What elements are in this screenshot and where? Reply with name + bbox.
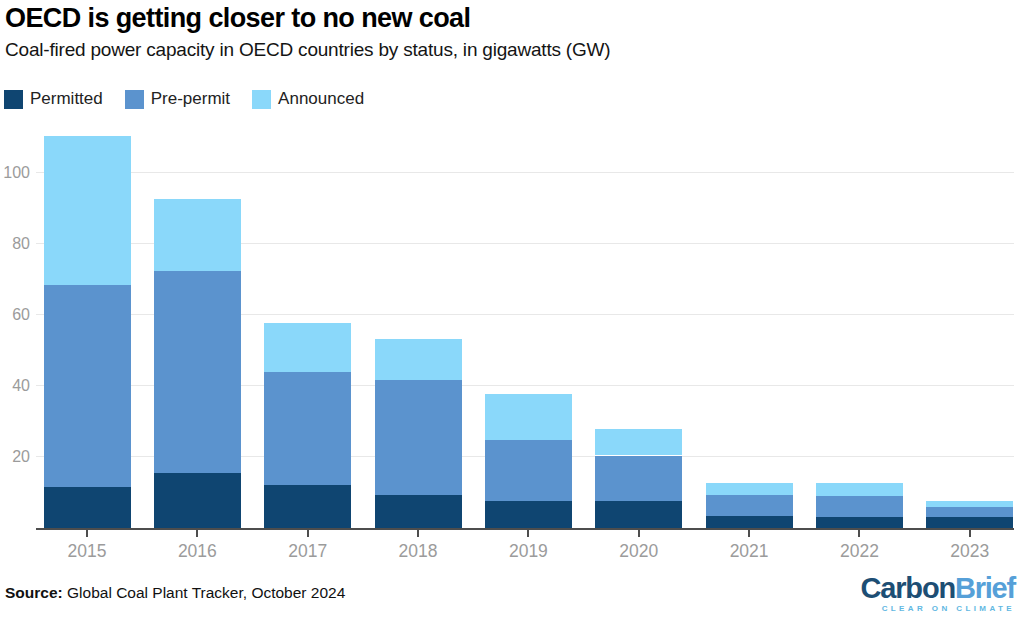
chart-figure: OECD is getting closer to no new coal Co… bbox=[0, 0, 1024, 621]
bar-segment-announced-2016 bbox=[154, 199, 241, 271]
y-axis-tick-label-60: 60 bbox=[0, 306, 30, 324]
bar-segment-prepermit-2020 bbox=[595, 456, 682, 501]
x-axis-tick-label-2017: 2017 bbox=[268, 541, 348, 562]
x-axis-tick-label-2023: 2023 bbox=[930, 541, 1010, 562]
gridline-100 bbox=[36, 172, 1014, 173]
x-axis-tick-2021 bbox=[748, 530, 750, 537]
bar-segment-permitted-2018 bbox=[375, 495, 462, 528]
logo-tagline: CLEAR ON CLIMATE bbox=[861, 604, 1015, 613]
x-axis-line bbox=[36, 528, 1014, 530]
x-axis-tick-2018 bbox=[417, 530, 419, 537]
x-axis-tick-label-2018: 2018 bbox=[378, 541, 458, 562]
bar-segment-announced-2021 bbox=[706, 483, 793, 494]
x-axis-tick-label-2021: 2021 bbox=[709, 541, 789, 562]
bar-segment-prepermit-2018 bbox=[375, 380, 462, 495]
x-axis-tick-2016 bbox=[196, 530, 198, 537]
bar-segment-permitted-2023 bbox=[926, 517, 1013, 528]
bar-segment-permitted-2015 bbox=[44, 487, 131, 528]
bar-segment-permitted-2020 bbox=[595, 501, 682, 528]
logo-brief: Brief bbox=[955, 572, 1015, 604]
bar-segment-prepermit-2022 bbox=[816, 496, 903, 517]
x-axis-tick-2022 bbox=[858, 530, 860, 537]
x-axis-tick-2023 bbox=[969, 530, 971, 537]
source-label: Source: bbox=[5, 584, 63, 601]
bar-segment-permitted-2017 bbox=[264, 485, 351, 528]
bar-segment-announced-2020 bbox=[595, 429, 682, 456]
x-axis-tick-label-2016: 2016 bbox=[157, 541, 237, 562]
y-axis-tick-label-40: 40 bbox=[0, 377, 30, 395]
x-axis-tick-label-2022: 2022 bbox=[819, 541, 899, 562]
y-axis-tick-label-20: 20 bbox=[0, 448, 30, 466]
x-axis-tick-2017 bbox=[307, 530, 309, 537]
bar-segment-announced-2019 bbox=[485, 394, 572, 439]
x-axis-tick-label-2019: 2019 bbox=[488, 541, 568, 562]
bar-segment-announced-2022 bbox=[816, 483, 903, 495]
x-axis-tick-2020 bbox=[638, 530, 640, 537]
y-axis-tick-label-100: 100 bbox=[0, 164, 30, 182]
bar-segment-announced-2015 bbox=[44, 136, 131, 285]
x-axis-tick-label-2015: 2015 bbox=[47, 541, 127, 562]
carbonbrief-logo: CarbonBrief CLEAR ON CLIMATE bbox=[861, 573, 1015, 613]
bar-segment-permitted-2016 bbox=[154, 473, 241, 528]
stacked-bar-chart: 20 40 60 80 100 2015 2016 2017 2018 2019 2020 2021 2… bbox=[0, 0, 1024, 621]
source-note: Source: Global Coal Plant Tracker, Octob… bbox=[5, 584, 345, 602]
y-axis-tick-label-80: 80 bbox=[0, 235, 30, 253]
bar-segment-prepermit-2016 bbox=[154, 271, 241, 473]
bar-segment-announced-2023 bbox=[926, 501, 1013, 507]
x-axis-tick-2019 bbox=[527, 530, 529, 537]
logo-carbon: Carbon bbox=[861, 572, 955, 604]
bar-segment-prepermit-2015 bbox=[44, 285, 131, 488]
source-text: Global Coal Plant Tracker, October 2024 bbox=[63, 584, 346, 601]
x-axis-tick-label-2020: 2020 bbox=[599, 541, 679, 562]
x-axis-tick-2015 bbox=[86, 530, 88, 537]
bar-segment-announced-2017 bbox=[264, 323, 351, 372]
bar-segment-permitted-2022 bbox=[816, 517, 903, 528]
bar-segment-prepermit-2023 bbox=[926, 507, 1013, 517]
bar-segment-permitted-2021 bbox=[706, 516, 793, 528]
bar-segment-prepermit-2021 bbox=[706, 495, 793, 516]
bar-segment-prepermit-2019 bbox=[485, 440, 572, 501]
bar-segment-prepermit-2017 bbox=[264, 372, 351, 485]
carbonbrief-logo-text: CarbonBrief bbox=[861, 573, 1015, 603]
bar-segment-permitted-2019 bbox=[485, 501, 572, 528]
bar-segment-announced-2018 bbox=[375, 339, 462, 380]
